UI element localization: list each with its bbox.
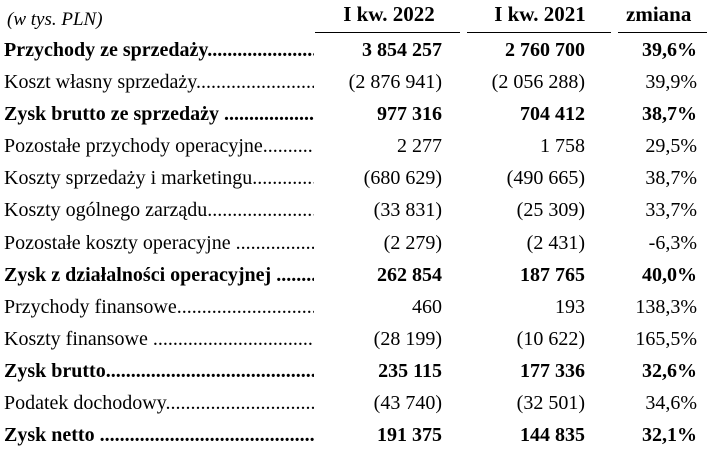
table-body: Przychody ze sprzedaży 3 854 257 2 760 700… <box>0 34 707 451</box>
header-underline-2021 <box>467 32 611 33</box>
value-2022: (2 279) <box>383 231 442 254</box>
row-label: Podatek dochodowy <box>4 387 314 419</box>
value-change: 32,1% <box>642 424 697 447</box>
row-label: Przychody finansowe <box>4 291 314 323</box>
value-change: 138,3% <box>635 295 697 318</box>
value-2021: 704 412 <box>520 103 585 126</box>
value-2022: (28 199) <box>373 327 442 350</box>
column-header-change: zmiana <box>626 2 692 26</box>
row-label: Koszty finansowe <box>4 323 314 355</box>
value-2021: 2 760 700 <box>505 39 585 61</box>
value-2022: (33 831) <box>373 199 442 222</box>
row-label: Zysk netto <box>4 419 314 451</box>
value-2022: 235 115 <box>378 359 442 382</box>
table-header: (w tys. PLN) I kw. 2022 I kw. 2021 zmian… <box>0 0 707 33</box>
row-label: Zysk z działalności operacyjnej <box>4 259 314 291</box>
value-2021: 144 835 <box>520 424 585 447</box>
row-label: Pozostałe przychody operacyjne <box>4 130 314 162</box>
value-2022: (2 876 941) <box>348 71 442 94</box>
table-row: Zysk netto 191 375 144 835 32,1% <box>0 419 707 451</box>
table-row: Zysk brutto ze sprzedaży 977 316 704 412 3… <box>0 98 707 130</box>
table-row: Koszt własny sprzedaży (2 876 941) (2 056 … <box>0 66 707 98</box>
table-row: Pozostałe przychody operacyjne 2 277 1 758… <box>0 130 707 162</box>
unit-label: (w tys. PLN) <box>7 9 103 30</box>
value-2022: 460 <box>412 295 442 318</box>
value-change: 38,7% <box>645 167 697 190</box>
value-2021: 1 758 <box>540 135 585 158</box>
value-2022: 262 854 <box>377 263 442 286</box>
table-row: Zysk brutto 235 115 177 336 32,6% <box>0 355 707 387</box>
value-change: 29,5% <box>645 135 697 158</box>
column-header-2021: I kw. 2021 <box>494 2 586 26</box>
table-row: Przychody ze sprzedaży 3 854 257 2 760 700… <box>0 34 707 66</box>
table-row: Pozostałe koszty operacyjne (2 279) (2 43… <box>0 227 707 259</box>
row-label: Koszt własny sprzedaży <box>4 66 314 98</box>
value-change: 34,6% <box>645 392 697 415</box>
value-2021: (32 501) <box>516 392 585 415</box>
value-change: 39,9% <box>645 71 697 94</box>
value-2021: 187 765 <box>520 263 585 286</box>
value-2022: (43 740) <box>373 392 442 415</box>
row-label: Zysk brutto ze sprzedaży <box>4 98 314 130</box>
value-2021: 193 <box>555 295 585 318</box>
value-2022: 3 854 257 <box>362 39 442 61</box>
table-row: Przychody finansowe 460 193 138,3% <box>0 291 707 323</box>
value-change: 39,6% <box>642 39 697 61</box>
header-underline-2022 <box>315 32 460 33</box>
table-row: Koszty sprzedaży i marketingu (680 629) (4… <box>0 162 707 194</box>
value-2022: 2 277 <box>397 135 442 158</box>
header-underline-change <box>618 32 707 33</box>
value-change: 165,5% <box>635 327 697 350</box>
value-2021: 177 336 <box>520 359 585 382</box>
value-2022: 977 316 <box>377 103 442 126</box>
row-label: Przychody ze sprzedaży <box>4 34 314 66</box>
value-change: 38,7% <box>642 103 697 126</box>
row-label: Pozostałe koszty operacyjne <box>4 227 314 259</box>
row-label: Koszty sprzedaży i marketingu <box>4 162 314 194</box>
value-2022: 191 375 <box>377 424 442 447</box>
value-2021: (10 622) <box>516 327 585 350</box>
value-2021: (25 309) <box>516 199 585 222</box>
value-2021: (2 056 288) <box>491 71 585 94</box>
value-2021: (490 665) <box>506 167 585 190</box>
value-change: 33,7% <box>645 199 697 222</box>
table-row: Koszty ogólnego zarządu (33 831) (25 309) 3… <box>0 194 707 226</box>
row-label: Zysk brutto <box>4 355 314 387</box>
value-change: 40,0% <box>642 263 697 286</box>
row-label: Koszty ogólnego zarządu <box>4 194 314 226</box>
table-row: Zysk z działalności operacyjnej 262 854 1… <box>0 259 707 291</box>
value-change: -6,3% <box>648 231 697 254</box>
table-row: Podatek dochodowy (43 740) (32 501) 34,6% <box>0 387 707 419</box>
column-header-2022: I kw. 2022 <box>343 2 435 26</box>
value-2022: (680 629) <box>363 167 442 190</box>
value-2021: (2 431) <box>526 231 585 254</box>
table-row: Koszty finansowe (28 199) (10 622) 165,5% <box>0 323 707 355</box>
value-change: 32,6% <box>642 359 697 382</box>
